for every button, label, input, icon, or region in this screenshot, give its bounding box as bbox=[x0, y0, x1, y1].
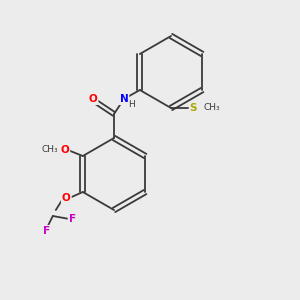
Text: O: O bbox=[88, 94, 98, 104]
Text: O: O bbox=[60, 145, 69, 155]
Text: CH₃: CH₃ bbox=[203, 103, 220, 112]
Text: F: F bbox=[43, 226, 50, 236]
Text: H: H bbox=[128, 100, 135, 109]
Text: S: S bbox=[190, 103, 197, 113]
Text: O: O bbox=[62, 193, 71, 203]
Text: F: F bbox=[69, 214, 76, 224]
Text: CH₃: CH₃ bbox=[41, 146, 58, 154]
Text: N: N bbox=[119, 94, 128, 104]
